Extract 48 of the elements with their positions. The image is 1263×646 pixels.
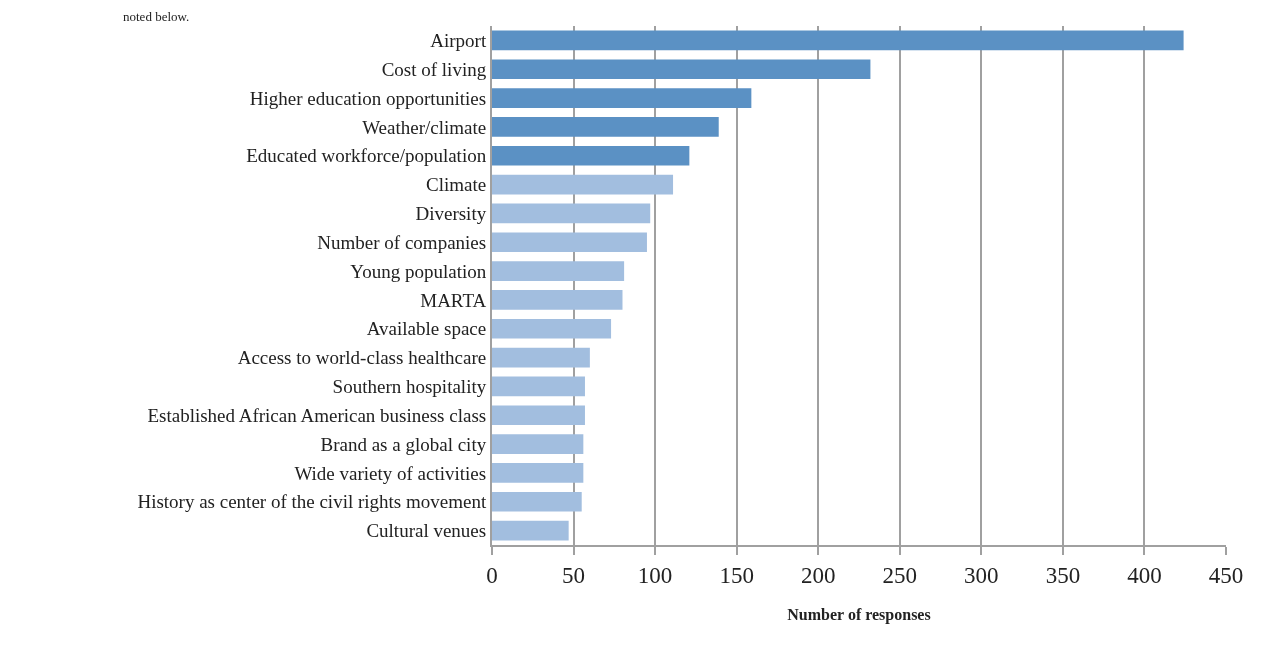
bar (492, 491, 582, 512)
y-tick-label: Number of companies (317, 231, 487, 253)
y-tick-label: Airport (430, 30, 487, 52)
bar (492, 463, 584, 483)
y-tick-label: Diversity (415, 203, 487, 225)
bar (492, 520, 569, 541)
y-tick-label: Weather/climate (362, 116, 487, 138)
bar (492, 376, 585, 397)
bar (492, 405, 585, 426)
x-tick-label: 450 (1208, 562, 1244, 588)
y-tick-label: Educated workforce/population (246, 145, 487, 167)
bar (492, 145, 690, 166)
text: noted below. (123, 9, 190, 24)
bar (492, 290, 623, 310)
bar (492, 117, 719, 137)
y-tick-label: Access to world-class healthcare (237, 347, 487, 369)
bar (492, 30, 1184, 51)
x-tick-label: 50 (562, 562, 586, 588)
y-tick-label: Young population (350, 260, 487, 282)
y-tick-label: Available space (366, 318, 487, 340)
bar (492, 347, 590, 368)
x-axis-title: Number of responses (787, 605, 931, 624)
bar (492, 174, 674, 195)
bar (492, 434, 584, 454)
y-tick-label: MARTA (420, 289, 487, 311)
y-tick-label: History as center of the civil rights movement (137, 491, 487, 513)
y-tick-label: Southern hospitality (332, 376, 487, 398)
y-tick-label: Climate (426, 174, 487, 196)
y-tick-label: Wide variety of activities (294, 462, 487, 484)
y-tick-label: Brand as a global city (320, 433, 487, 455)
bar (492, 59, 871, 80)
y-tick-label: Established African American business class (147, 404, 487, 426)
x-tick-label: 350 (1045, 562, 1081, 588)
bar (492, 318, 612, 339)
y-tick-label: Higher education opportunities (249, 87, 487, 109)
x-tick-label: 0 (486, 562, 498, 588)
bar (492, 203, 651, 224)
x-tick-label: 200 (800, 562, 836, 588)
x-tick-label: 150 (719, 562, 754, 588)
x-tick-label: 100 (637, 562, 673, 588)
x-tick-label: 300 (964, 562, 999, 588)
bar (492, 88, 752, 108)
y-tick-label: Cultural venues (366, 520, 487, 542)
bar (492, 261, 625, 281)
bar (492, 232, 647, 253)
y-tick-label: Cost of living (381, 58, 487, 80)
x-tick-label: 400 (1127, 562, 1162, 588)
x-tick-label: 250 (882, 562, 918, 588)
